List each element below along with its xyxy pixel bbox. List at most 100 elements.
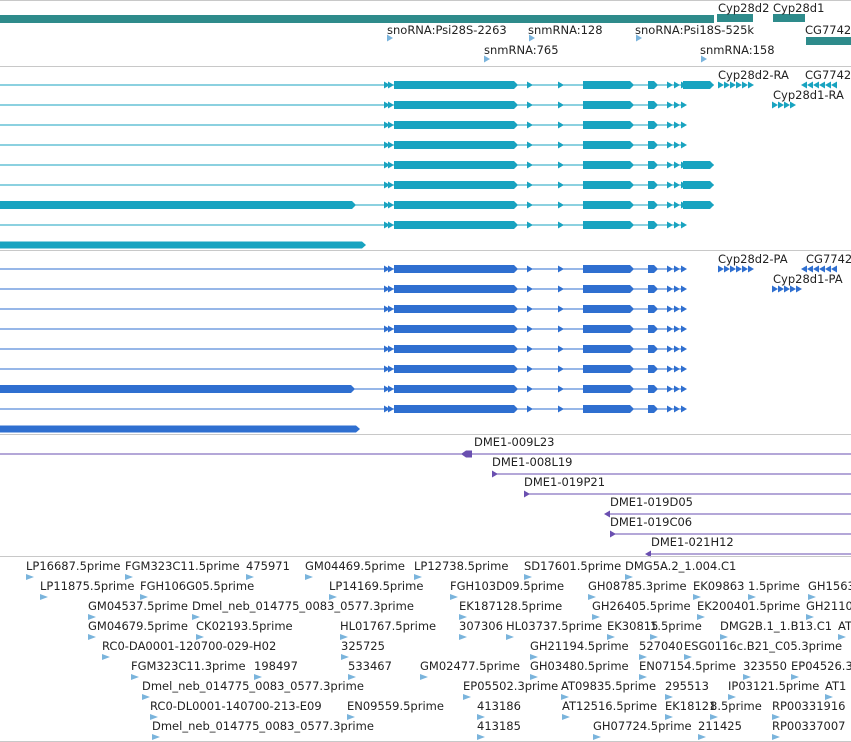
est-label[interactable]: EN07154.5prime <box>639 659 736 673</box>
gene-label[interactable]: snoRNA:Psi28S-2263 <box>387 23 507 37</box>
est-label[interactable]: GH03480.5prime <box>530 659 629 673</box>
est-label[interactable]: 475971 <box>246 559 290 573</box>
est-label[interactable]: Dmel_neb_014775_0083_0577.3prime <box>142 679 364 693</box>
exon-bar <box>683 201 714 209</box>
arrow-glyph <box>674 325 680 333</box>
arrow-glyph <box>527 101 533 109</box>
est-label[interactable]: AT09835.5prime <box>561 679 657 693</box>
est-label[interactable]: 8.5prime <box>710 699 762 713</box>
gene-label[interactable]: snmRNA:158 <box>700 43 775 57</box>
arrow-glyph <box>681 385 687 393</box>
est-label[interactable]: GH07724.5prime <box>593 719 692 733</box>
est-arrow <box>329 594 337 600</box>
est-label[interactable]: RP00331916 <box>772 699 846 713</box>
est-arrow <box>463 694 471 700</box>
gene-label[interactable]: Cyp28d2 <box>718 1 770 15</box>
transcript-label[interactable]: Cyp28d1-RA <box>773 88 844 102</box>
est-label[interactable]: EK200401.5prime <box>697 599 801 613</box>
est-label[interactable]: SD17601.5prime <box>524 559 622 573</box>
exon-bar <box>0 385 355 393</box>
est-label[interactable]: RC0-DA0001-120700-029-H02 <box>102 639 277 653</box>
est-label[interactable]: GH2110 <box>806 599 851 613</box>
est-label[interactable]: LP11875.5prime <box>40 579 135 593</box>
est-label[interactable]: GM02477.5prime <box>420 659 520 673</box>
est-label[interactable]: HL03737.5prime <box>506 619 603 633</box>
protein-label[interactable]: Cyp28d2-PA <box>718 252 788 266</box>
ncrna-glyph <box>387 34 393 42</box>
protein-label[interactable]: Cyp28d1-PA <box>773 272 843 286</box>
est-label[interactable]: AT1 <box>825 679 847 693</box>
est-label[interactable]: LP16687.5prime <box>26 559 121 573</box>
est-label[interactable]: 1.5prime <box>748 579 800 593</box>
est-arrow <box>650 634 658 640</box>
est-label[interactable]: FGM323C11.3prime <box>131 659 246 673</box>
est-label[interactable]: FGH103D09.5prime <box>450 579 565 593</box>
exon-bar <box>648 161 658 169</box>
gene-label[interactable]: snoRNA:Psi18S-525k <box>635 23 755 37</box>
clone-label[interactable]: DME1-019C06 <box>610 515 693 529</box>
est-label[interactable]: HL01767.5prime <box>340 619 437 633</box>
gene-label[interactable]: CG7742 <box>805 23 851 37</box>
est-label[interactable]: GM04469.5prime <box>305 559 405 573</box>
arrow-glyph <box>681 265 687 273</box>
est-label[interactable]: GH21194.5prime <box>530 639 629 653</box>
est-label[interactable]: IP03121.5prime <box>728 679 820 693</box>
gene-label[interactable]: Cyp28d1 <box>773 1 825 15</box>
transcript-label[interactable]: Cyp28d2-RA <box>718 68 789 82</box>
exon-bar <box>683 181 714 189</box>
est-arrow <box>414 574 422 580</box>
est-label[interactable]: LP14169.5prime <box>329 579 424 593</box>
protein-label[interactable]: CG7742 <box>806 252 851 266</box>
est-arrow <box>593 734 601 740</box>
est-label[interactable]: GH1563 <box>808 579 851 593</box>
est-label[interactable]: FGH106G05.5prime <box>140 579 255 593</box>
clone-label[interactable]: DME1-008L19 <box>492 455 573 469</box>
est-label[interactable]: GM04679.5prime <box>88 619 188 633</box>
est-label[interactable]: 533467 <box>348 659 392 673</box>
est-label[interactable]: AT <box>838 619 851 633</box>
est-label[interactable]: Dmel_neb_014775_0083_0577.3prime <box>152 719 374 733</box>
est-label[interactable]: Dmel_neb_014775_0083_0577.3prime <box>192 599 414 613</box>
est-label[interactable]: CK02193.5prime <box>196 619 293 633</box>
arrow-glyph <box>778 101 784 109</box>
est-label[interactable]: LP12738.5prime <box>414 559 509 573</box>
clone-label[interactable]: DME1-019P21 <box>524 475 606 489</box>
clone-label[interactable]: DME1-019D05 <box>610 495 693 509</box>
est-label[interactable]: EK187128.5prime <box>459 599 563 613</box>
est-label[interactable]: 413186 <box>477 699 521 713</box>
est-label[interactable]: 527040 <box>639 639 683 653</box>
gene-label[interactable]: snmRNA:128 <box>528 23 603 37</box>
est-label[interactable]: 1.5prime <box>650 619 702 633</box>
est-label[interactable]: DMG5A.2_1.004.C1 <box>625 559 737 573</box>
est-label[interactable]: GH08785.3prime <box>588 579 687 593</box>
arrow-glyph <box>667 285 673 293</box>
gene-label[interactable]: snmRNA:765 <box>484 43 559 57</box>
est-label[interactable]: AT12516.5prime <box>562 699 658 713</box>
est-label[interactable]: RC0-DL0001-140700-213-E09 <box>150 699 322 713</box>
est-label[interactable]: 413185 <box>477 719 521 733</box>
arrow-glyph <box>388 305 394 313</box>
transcript-label[interactable]: CG7742 <box>805 68 851 82</box>
clone-label[interactable]: DME1-021H12 <box>651 535 734 549</box>
est-label[interactable]: 323550 <box>743 659 787 673</box>
arrow-glyph <box>384 221 390 229</box>
est-label[interactable]: FGM323C11.5prime <box>125 559 240 573</box>
est-label[interactable]: 295513 <box>665 679 709 693</box>
est-label[interactable]: GH26405.5prime <box>592 599 691 613</box>
est-label[interactable]: GM04537.5prime <box>88 599 188 613</box>
est-label[interactable]: EK09863 <box>693 579 745 593</box>
est-label[interactable]: EK18121 <box>665 699 717 713</box>
est-label[interactable]: EK30815 <box>607 619 659 633</box>
est-label[interactable]: EP05502.3prime <box>463 679 559 693</box>
est-label[interactable]: 307306 <box>459 619 503 633</box>
est-label[interactable]: RP00337007 <box>772 719 846 733</box>
est-label[interactable]: EP04526.3 <box>791 659 851 673</box>
est-arrow <box>524 574 532 580</box>
est-label[interactable]: 325725 <box>341 639 385 653</box>
est-label[interactable]: EN09559.5prime <box>347 699 444 713</box>
est-label[interactable]: DMG2B.1_1.B13.C1 <box>720 619 833 633</box>
est-label[interactable]: 211425 <box>698 719 742 733</box>
est-label[interactable]: ESG0116c.B21_C05.3prime <box>684 639 843 653</box>
est-label[interactable]: 198497 <box>254 659 298 673</box>
clone-label[interactable]: DME1-009L23 <box>474 435 555 449</box>
